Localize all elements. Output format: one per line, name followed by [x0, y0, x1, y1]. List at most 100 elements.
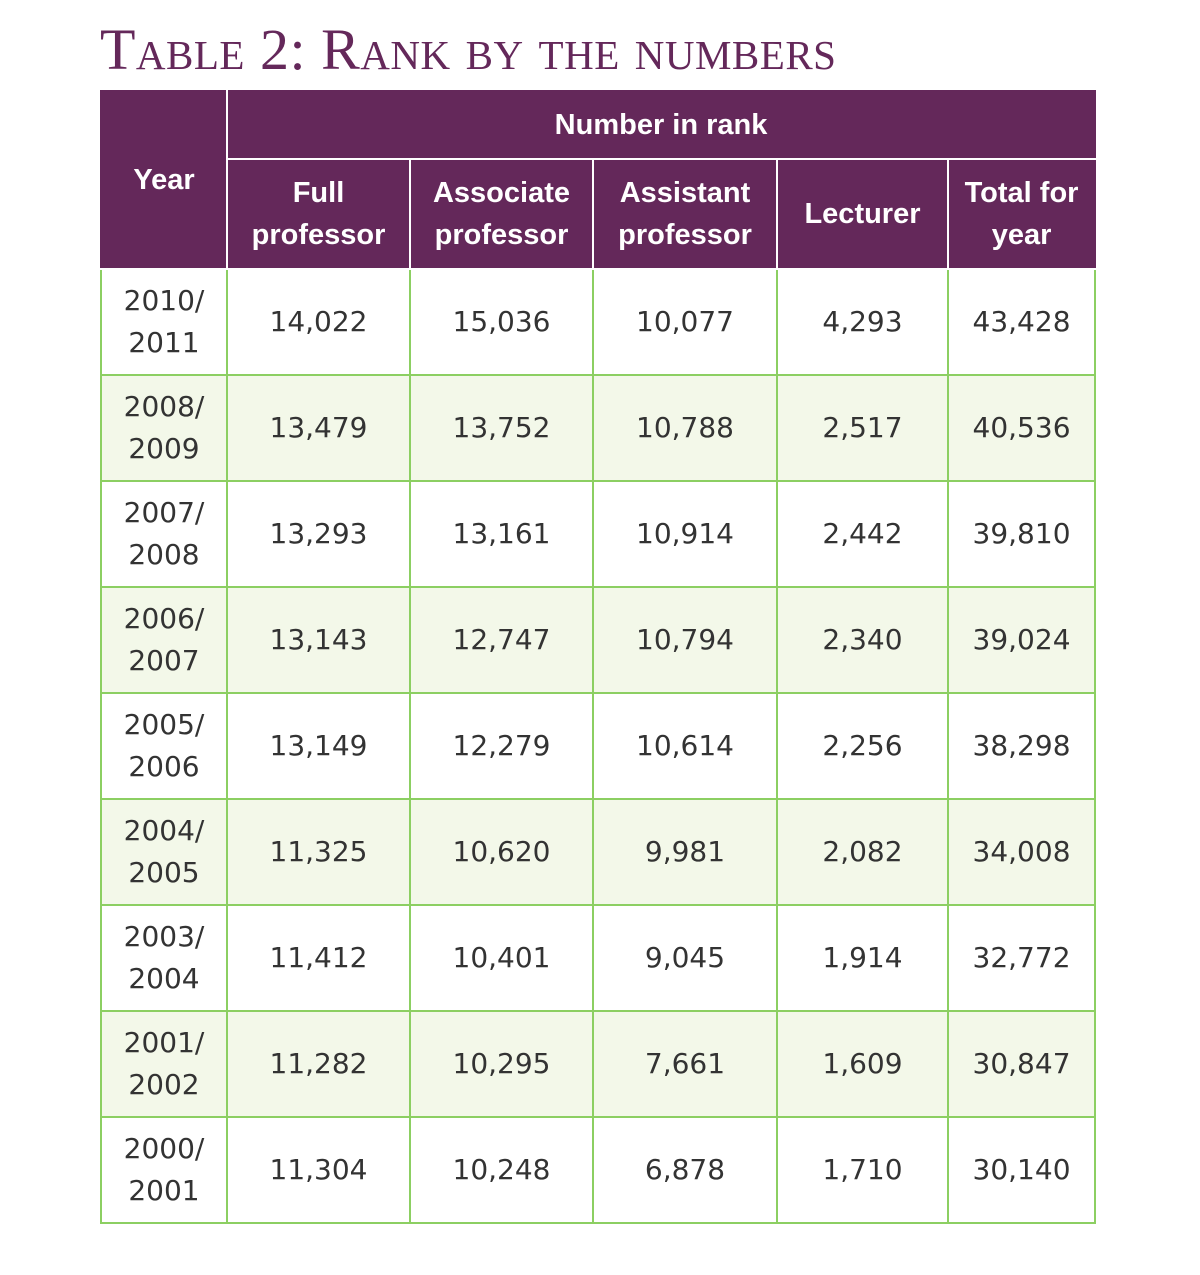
- year-start: 2007/: [123, 496, 205, 529]
- year-start: 2008/: [123, 390, 205, 423]
- associate-professor-cell: 12,279: [409, 692, 594, 800]
- assistant-professor-cell: 10,794: [592, 586, 778, 694]
- table-row: 2008/2009 13,479 13,752 10,788 2,517 40,…: [100, 374, 1097, 482]
- assistant-professor-cell: 6,878: [592, 1116, 778, 1224]
- header-full-professor: Full professor: [226, 158, 411, 270]
- full-professor-cell: 13,143: [226, 586, 411, 694]
- header-lecturer: Lecturer: [776, 158, 949, 270]
- year-cell: 2007/2008: [100, 480, 228, 588]
- full-professor-cell: 11,282: [226, 1010, 411, 1118]
- total-cell: 38,298: [946, 692, 1097, 800]
- year-cell: 2006/2007: [100, 586, 228, 694]
- total-cell: 39,810: [946, 480, 1097, 588]
- header-assistant-line-2: professor: [618, 219, 752, 251]
- associate-professor-cell: 15,036: [409, 268, 594, 376]
- associate-professor-cell: 12,747: [409, 586, 594, 694]
- assistant-professor-cell: 10,788: [592, 374, 778, 482]
- year-start: 2004/: [123, 814, 205, 847]
- year-cell: 2000/2001: [100, 1116, 228, 1224]
- lecturer-cell: 2,517: [776, 374, 949, 482]
- full-professor-cell: 13,479: [226, 374, 411, 482]
- header-associate-line-1: Associate: [432, 177, 570, 209]
- lecturer-cell: 2,082: [776, 798, 949, 906]
- table-row: 2004/2005 11,325 10,620 9,981 2,082 34,0…: [100, 798, 1097, 906]
- year-end: 2004: [128, 962, 200, 995]
- table-row: 2003/2004 11,412 10,401 9,045 1,914 32,7…: [100, 904, 1097, 1012]
- full-professor-cell: 11,412: [226, 904, 411, 1012]
- year-cell: 2003/2004: [100, 904, 228, 1012]
- total-cell: 34,008: [946, 798, 1097, 906]
- header-total-line-1: Total for: [964, 177, 1079, 209]
- table-row: 2007/2008 13,293 13,161 10,914 2,442 39,…: [100, 480, 1097, 588]
- lecturer-cell: 1,914: [776, 904, 949, 1012]
- year-end: 2007: [128, 644, 200, 677]
- year-end: 2006: [128, 750, 200, 783]
- header-total-for-year: Total for year: [946, 158, 1097, 270]
- lecturer-cell: 2,340: [776, 586, 949, 694]
- assistant-professor-cell: 9,045: [592, 904, 778, 1012]
- header-full-line-1: Full: [292, 177, 345, 209]
- year-start: 2003/: [123, 920, 205, 953]
- table-row: 2010/2011 14,022 15,036 10,077 4,293 43,…: [100, 268, 1097, 376]
- total-cell: 43,428: [946, 268, 1097, 376]
- year-cell: 2004/2005: [100, 798, 228, 906]
- header-total-line-2: year: [991, 219, 1052, 251]
- lecturer-cell: 4,293: [776, 268, 949, 376]
- assistant-professor-cell: 7,661: [592, 1010, 778, 1118]
- lecturer-cell: 2,256: [776, 692, 949, 800]
- full-professor-cell: 13,293: [226, 480, 411, 588]
- associate-professor-cell: 10,248: [409, 1116, 594, 1224]
- header-year: Year: [100, 90, 228, 270]
- header-full-line-2: professor: [251, 219, 386, 251]
- total-cell: 40,536: [946, 374, 1097, 482]
- year-start: 2001/: [123, 1026, 205, 1059]
- full-professor-cell: 14,022: [226, 268, 411, 376]
- total-cell: 32,772: [946, 904, 1097, 1012]
- header-assistant-line-1: Assistant: [619, 177, 751, 209]
- year-cell: 2010/2011: [100, 268, 228, 376]
- full-professor-cell: 11,304: [226, 1116, 411, 1224]
- assistant-professor-cell: 9,981: [592, 798, 778, 906]
- lecturer-cell: 1,710: [776, 1116, 949, 1224]
- total-cell: 30,140: [946, 1116, 1097, 1224]
- assistant-professor-cell: 10,614: [592, 692, 778, 800]
- year-end: 2005: [128, 856, 200, 889]
- header-associate-line-2: professor: [434, 219, 569, 251]
- assistant-professor-cell: 10,077: [592, 268, 778, 376]
- table-row: 2005/2006 13,149 12,279 10,614 2,256 38,…: [100, 692, 1097, 800]
- year-start: 2006/: [123, 602, 205, 635]
- year-start: 2000/: [123, 1132, 205, 1165]
- year-start: 2005/: [123, 708, 205, 741]
- year-cell: 2008/2009: [100, 374, 228, 482]
- associate-professor-cell: 13,161: [409, 480, 594, 588]
- rank-table: Year Number in rank Full professor Assoc…: [100, 90, 1097, 1224]
- full-professor-cell: 13,149: [226, 692, 411, 800]
- lecturer-cell: 2,442: [776, 480, 949, 588]
- associate-professor-cell: 10,401: [409, 904, 594, 1012]
- header-assistant-professor: Assistant professor: [592, 158, 778, 270]
- table-row: 2006/2007 13,143 12,747 10,794 2,340 39,…: [100, 586, 1097, 694]
- year-end: 2008: [128, 538, 200, 571]
- year-end: 2011: [128, 326, 200, 359]
- table-row: 2000/2001 11,304 10,248 6,878 1,710 30,1…: [100, 1116, 1097, 1224]
- associate-professor-cell: 10,620: [409, 798, 594, 906]
- header-associate-professor: Associate professor: [409, 158, 594, 270]
- total-cell: 39,024: [946, 586, 1097, 694]
- year-start: 2010/: [123, 284, 205, 317]
- total-cell: 30,847: [946, 1010, 1097, 1118]
- table-title: Table 2: Rank by the numbers: [100, 17, 837, 82]
- associate-professor-cell: 13,752: [409, 374, 594, 482]
- year-end: 2002: [128, 1068, 200, 1101]
- year-end: 2001: [128, 1174, 200, 1207]
- table-row: 2001/2002 11,282 10,295 7,661 1,609 30,8…: [100, 1010, 1097, 1118]
- header-number-in-rank: Number in rank: [225, 90, 1097, 160]
- full-professor-cell: 11,325: [226, 798, 411, 906]
- year-cell: 2005/2006: [100, 692, 228, 800]
- assistant-professor-cell: 10,914: [592, 480, 778, 588]
- table-header: Year Number in rank Full professor Assoc…: [100, 90, 1097, 270]
- associate-professor-cell: 10,295: [409, 1010, 594, 1118]
- lecturer-cell: 1,609: [776, 1010, 949, 1118]
- year-end: 2009: [128, 432, 200, 465]
- table-body: 2010/2011 14,022 15,036 10,077 4,293 43,…: [100, 268, 1097, 1224]
- year-cell: 2001/2002: [100, 1010, 228, 1118]
